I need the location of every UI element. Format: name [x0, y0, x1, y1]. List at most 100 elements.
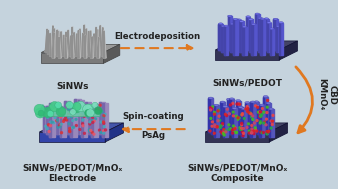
Polygon shape [67, 105, 73, 134]
Polygon shape [53, 103, 55, 132]
Polygon shape [52, 26, 54, 53]
Polygon shape [260, 105, 264, 137]
Polygon shape [226, 99, 228, 132]
Polygon shape [266, 103, 267, 134]
Circle shape [83, 104, 92, 114]
Circle shape [75, 108, 79, 112]
Polygon shape [229, 99, 231, 134]
Circle shape [217, 115, 221, 118]
Circle shape [67, 113, 70, 116]
Circle shape [75, 110, 78, 113]
Circle shape [51, 105, 55, 108]
Circle shape [81, 122, 84, 125]
Circle shape [234, 126, 237, 129]
Polygon shape [41, 53, 103, 64]
Polygon shape [99, 102, 101, 134]
Ellipse shape [276, 25, 281, 27]
Circle shape [250, 131, 254, 134]
Circle shape [80, 108, 83, 112]
Polygon shape [230, 24, 235, 52]
Polygon shape [205, 132, 269, 142]
Polygon shape [232, 108, 237, 137]
Polygon shape [86, 29, 87, 54]
Circle shape [234, 131, 238, 134]
Polygon shape [70, 108, 72, 137]
Polygon shape [269, 109, 270, 137]
Polygon shape [99, 26, 101, 54]
Circle shape [241, 134, 245, 137]
Circle shape [63, 114, 66, 117]
Polygon shape [53, 103, 59, 132]
Circle shape [67, 108, 70, 111]
Circle shape [67, 115, 71, 118]
Polygon shape [84, 25, 87, 53]
Circle shape [51, 120, 54, 124]
Circle shape [72, 104, 81, 113]
Circle shape [227, 123, 231, 126]
Circle shape [256, 106, 259, 109]
Circle shape [43, 113, 46, 116]
Polygon shape [67, 105, 69, 134]
Circle shape [65, 117, 68, 120]
Circle shape [68, 130, 72, 133]
Polygon shape [215, 41, 297, 50]
Polygon shape [71, 27, 74, 53]
Polygon shape [61, 32, 63, 54]
Polygon shape [220, 102, 221, 134]
Polygon shape [78, 30, 79, 58]
Circle shape [103, 113, 107, 116]
Circle shape [97, 114, 100, 117]
Polygon shape [54, 29, 57, 54]
Polygon shape [65, 32, 67, 53]
Polygon shape [254, 102, 255, 132]
Polygon shape [263, 97, 264, 132]
Circle shape [35, 108, 45, 118]
Circle shape [91, 112, 94, 115]
Circle shape [54, 105, 57, 108]
Circle shape [71, 114, 74, 117]
Circle shape [54, 110, 57, 113]
Circle shape [266, 130, 269, 134]
Ellipse shape [254, 101, 259, 103]
Circle shape [235, 115, 238, 118]
Circle shape [256, 119, 259, 122]
Circle shape [49, 120, 52, 124]
Polygon shape [69, 36, 71, 56]
Polygon shape [96, 104, 97, 132]
Circle shape [271, 123, 274, 126]
Circle shape [246, 110, 249, 113]
Ellipse shape [214, 104, 219, 106]
Ellipse shape [242, 26, 247, 28]
Text: SiNWs/PEDOT/MnOₓ
Composite: SiNWs/PEDOT/MnOₓ Composite [187, 164, 287, 183]
Polygon shape [58, 37, 60, 58]
Polygon shape [52, 26, 53, 53]
Polygon shape [279, 22, 280, 55]
Polygon shape [236, 101, 237, 132]
Circle shape [226, 108, 229, 111]
Polygon shape [233, 19, 238, 55]
Circle shape [209, 106, 212, 109]
Polygon shape [239, 21, 241, 52]
Ellipse shape [260, 104, 264, 106]
Circle shape [102, 122, 105, 125]
Circle shape [78, 108, 81, 111]
Circle shape [56, 107, 66, 117]
Circle shape [266, 99, 269, 102]
Circle shape [259, 115, 263, 118]
Polygon shape [238, 107, 243, 134]
Polygon shape [279, 41, 297, 60]
Circle shape [92, 132, 96, 136]
Polygon shape [97, 30, 98, 53]
Circle shape [258, 110, 262, 114]
Polygon shape [270, 29, 271, 55]
Polygon shape [263, 97, 268, 132]
Circle shape [247, 122, 250, 125]
Circle shape [86, 105, 89, 108]
Ellipse shape [257, 105, 262, 107]
Polygon shape [224, 26, 228, 55]
Circle shape [47, 110, 54, 117]
Circle shape [50, 101, 60, 112]
Circle shape [52, 112, 55, 115]
Polygon shape [56, 30, 59, 56]
Circle shape [232, 110, 235, 114]
